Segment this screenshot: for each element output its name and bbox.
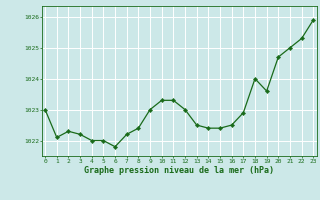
X-axis label: Graphe pression niveau de la mer (hPa): Graphe pression niveau de la mer (hPa) [84,166,274,175]
